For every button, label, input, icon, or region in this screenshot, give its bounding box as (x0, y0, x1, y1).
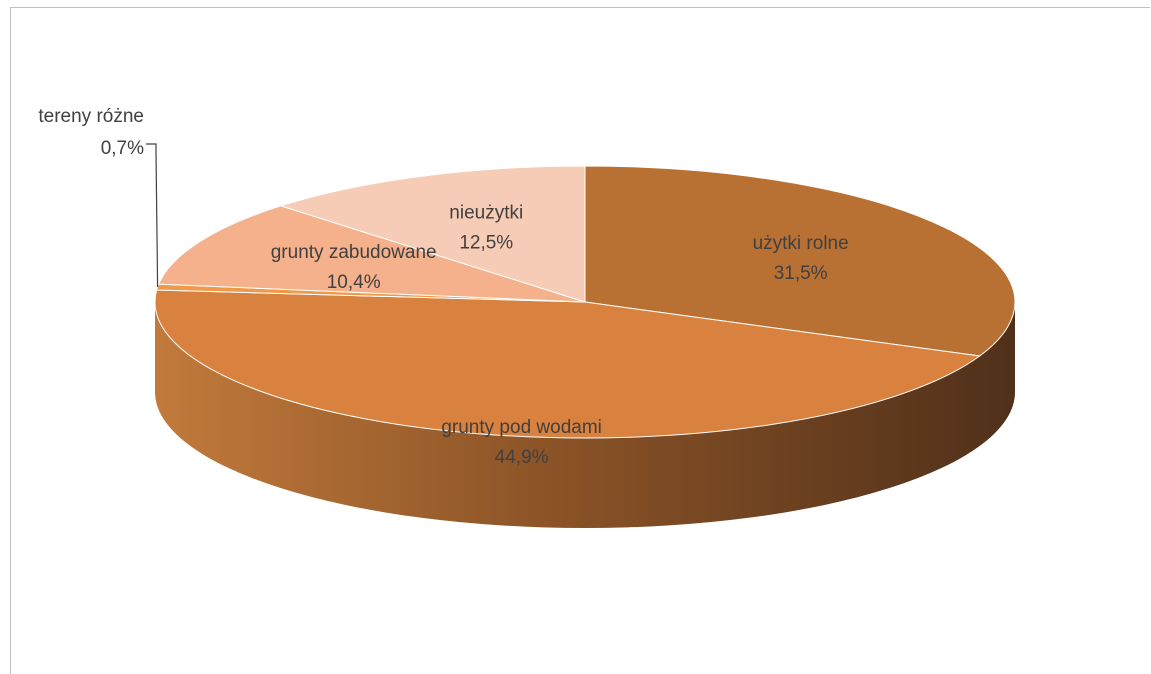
leader-line-2 (146, 143, 159, 288)
slice-name-label-3: grunty zabudowane (271, 242, 437, 263)
slice-value-label-3: 10,4% (327, 272, 381, 293)
slice-value-label-2: 0,7% (101, 138, 144, 159)
slice-name-label-2: tereny różne (38, 106, 144, 127)
slice-value-label-4: 12,5% (459, 233, 513, 254)
slice-name-label-0: użytki rolne (753, 233, 849, 254)
pie-slice-0 (584, 165, 1016, 357)
pie-slice-4 (279, 165, 586, 303)
slice-name-label-1: grunty pod wodami (441, 417, 602, 438)
slice-value-label-1: 44,9% (495, 447, 549, 468)
slice-name-label-4: nieużytki (449, 203, 523, 224)
pie-slice-3 (157, 205, 586, 303)
pie-side-wall (155, 302, 1015, 528)
slice-value-label-0: 31,5% (774, 263, 828, 284)
pie-slice-1 (154, 289, 981, 439)
pie-side-surface (155, 302, 1015, 528)
